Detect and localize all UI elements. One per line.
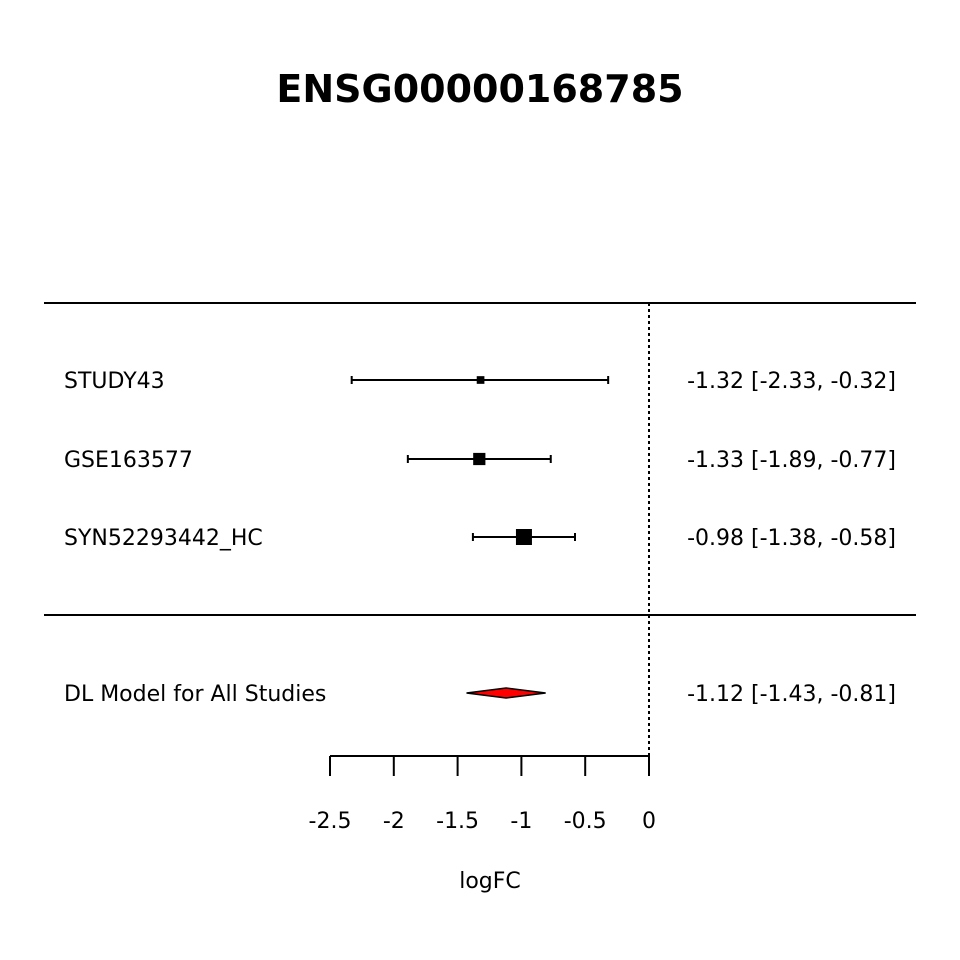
x-axis-label: logFC bbox=[459, 869, 521, 894]
x-tick-label: -1 bbox=[510, 809, 532, 834]
x-tick-label: -0.5 bbox=[564, 809, 607, 834]
study-label: STUDY43 bbox=[64, 369, 165, 394]
x-tick-label: -2.5 bbox=[309, 809, 352, 834]
summary-label: DL Model for All Studies bbox=[64, 682, 326, 707]
effect-square bbox=[473, 452, 486, 466]
effect-text: -1.32 [-2.33, -0.32] bbox=[687, 369, 896, 394]
chart-title: ENSG00000168785 bbox=[276, 67, 683, 111]
effect-square bbox=[515, 529, 532, 545]
x-tick-label: -1.5 bbox=[436, 809, 479, 834]
effect-text: -1.33 [-1.89, -0.77] bbox=[687, 448, 896, 473]
x-tick-label: 0 bbox=[642, 809, 656, 834]
effect-text: -0.98 [-1.38, -0.58] bbox=[687, 526, 896, 551]
x-tick-label: -2 bbox=[383, 809, 405, 834]
effect-square bbox=[476, 376, 485, 384]
study-label: SYN52293442_HC bbox=[64, 526, 263, 551]
summary-text: -1.12 [-1.43, -0.81] bbox=[687, 682, 896, 707]
study-label: GSE163577 bbox=[64, 448, 193, 473]
summary-diamond bbox=[466, 687, 546, 699]
